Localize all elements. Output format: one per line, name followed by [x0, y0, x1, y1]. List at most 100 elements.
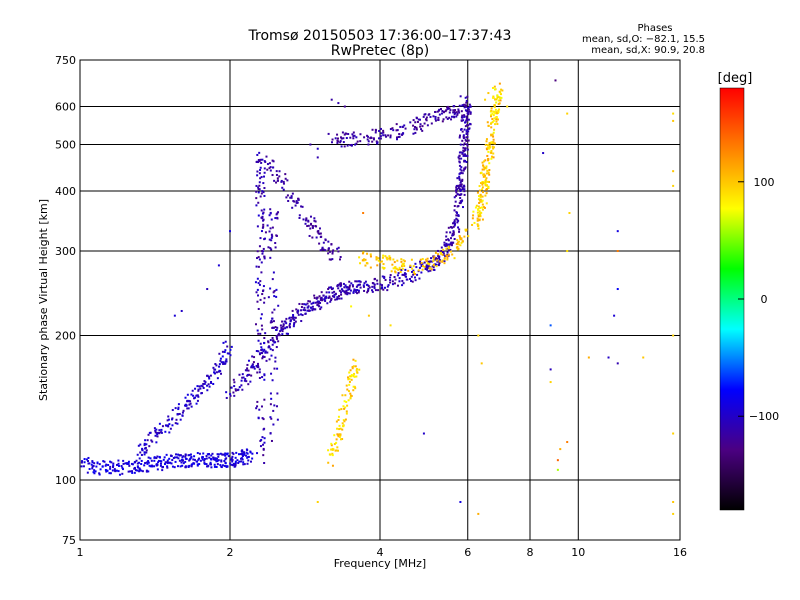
echo-point	[459, 200, 462, 203]
echo-point	[367, 289, 370, 292]
echo-point	[381, 287, 384, 290]
echo-point	[479, 206, 482, 209]
echo-point	[158, 422, 161, 425]
echo-point	[202, 382, 205, 385]
echo-point	[260, 209, 263, 212]
echo-point	[642, 356, 645, 359]
echo-point	[490, 113, 493, 116]
echo-point	[282, 188, 285, 191]
echo-point	[461, 178, 464, 181]
echo-point	[345, 401, 348, 404]
echo-point	[206, 288, 209, 291]
echo-point	[269, 348, 272, 351]
echo-point	[190, 393, 193, 396]
echo-point	[402, 132, 405, 135]
echo-point	[449, 231, 452, 234]
echo-point	[262, 418, 265, 421]
echo-point	[384, 255, 387, 258]
echo-point	[224, 454, 227, 457]
echo-point	[347, 378, 350, 381]
echo-point	[460, 183, 463, 186]
echo-point	[185, 404, 188, 407]
echo-point	[394, 278, 397, 281]
echo-point	[453, 237, 456, 240]
echo-point	[266, 163, 269, 166]
echo-point	[415, 126, 418, 129]
echo-point	[341, 289, 344, 292]
echo-point	[452, 109, 455, 112]
echo-point	[114, 470, 117, 473]
echo-point	[672, 432, 675, 435]
echo-point	[374, 289, 377, 292]
echo-point	[332, 249, 335, 252]
echo-point	[331, 452, 334, 455]
echo-point	[330, 98, 333, 101]
echo-point	[458, 234, 461, 237]
echo-point	[490, 141, 493, 144]
echo-point	[485, 165, 488, 168]
echo-point	[477, 334, 480, 337]
echo-point	[229, 354, 232, 357]
echo-point	[267, 340, 270, 343]
echo-point	[274, 242, 277, 245]
echo-point	[469, 122, 472, 125]
echo-point	[351, 367, 354, 370]
echo-point	[177, 406, 180, 409]
echo-point	[351, 284, 354, 287]
echo-point	[316, 230, 319, 233]
echo-point	[134, 469, 137, 472]
echo-point	[262, 218, 265, 221]
echo-point	[449, 109, 452, 112]
echo-point	[348, 383, 351, 386]
echo-point	[146, 462, 149, 465]
echo-point	[247, 455, 250, 458]
echo-point	[481, 208, 484, 211]
echo-point	[455, 184, 458, 187]
echo-point	[498, 108, 501, 111]
echo-point	[250, 366, 253, 369]
echo-point	[329, 258, 332, 261]
echo-point	[154, 431, 157, 434]
echo-point	[278, 170, 281, 173]
echo-point	[317, 302, 320, 305]
echo-point	[282, 323, 285, 326]
echo-point	[328, 291, 331, 294]
echo-point	[275, 288, 278, 291]
echo-point	[275, 346, 278, 349]
echo-point	[480, 211, 483, 214]
echo-point	[346, 292, 349, 295]
echo-point	[94, 470, 97, 473]
chart-subtitle: RwPretec (8p)	[331, 43, 429, 59]
echo-point	[447, 238, 450, 241]
echo-point	[335, 438, 338, 441]
echo-point	[187, 407, 190, 410]
echo-point	[273, 295, 276, 298]
echo-point	[261, 290, 264, 293]
echo-point	[274, 326, 277, 329]
echo-point	[247, 369, 250, 372]
echo-point	[434, 117, 437, 120]
echo-point	[460, 193, 463, 196]
echo-point	[487, 159, 490, 162]
echo-point	[150, 464, 153, 467]
echo-point	[285, 326, 288, 329]
echo-point	[93, 472, 96, 475]
echo-point	[151, 440, 154, 443]
echo-point	[149, 457, 152, 460]
echo-point	[286, 179, 289, 182]
echo-point	[348, 377, 351, 380]
echo-point	[345, 410, 348, 413]
echo-point	[455, 111, 458, 114]
echo-point	[297, 309, 300, 312]
y-tick-label: 600	[55, 101, 76, 114]
echo-point	[352, 131, 355, 134]
echo-point	[366, 291, 369, 294]
echo-point	[164, 430, 167, 433]
echo-point	[367, 314, 370, 317]
echo-point	[445, 116, 448, 119]
echo-point	[147, 456, 150, 459]
echo-point	[269, 321, 272, 324]
echo-point	[481, 188, 484, 191]
echo-point	[239, 460, 242, 463]
colorbar-tick-label: −100	[749, 410, 779, 423]
